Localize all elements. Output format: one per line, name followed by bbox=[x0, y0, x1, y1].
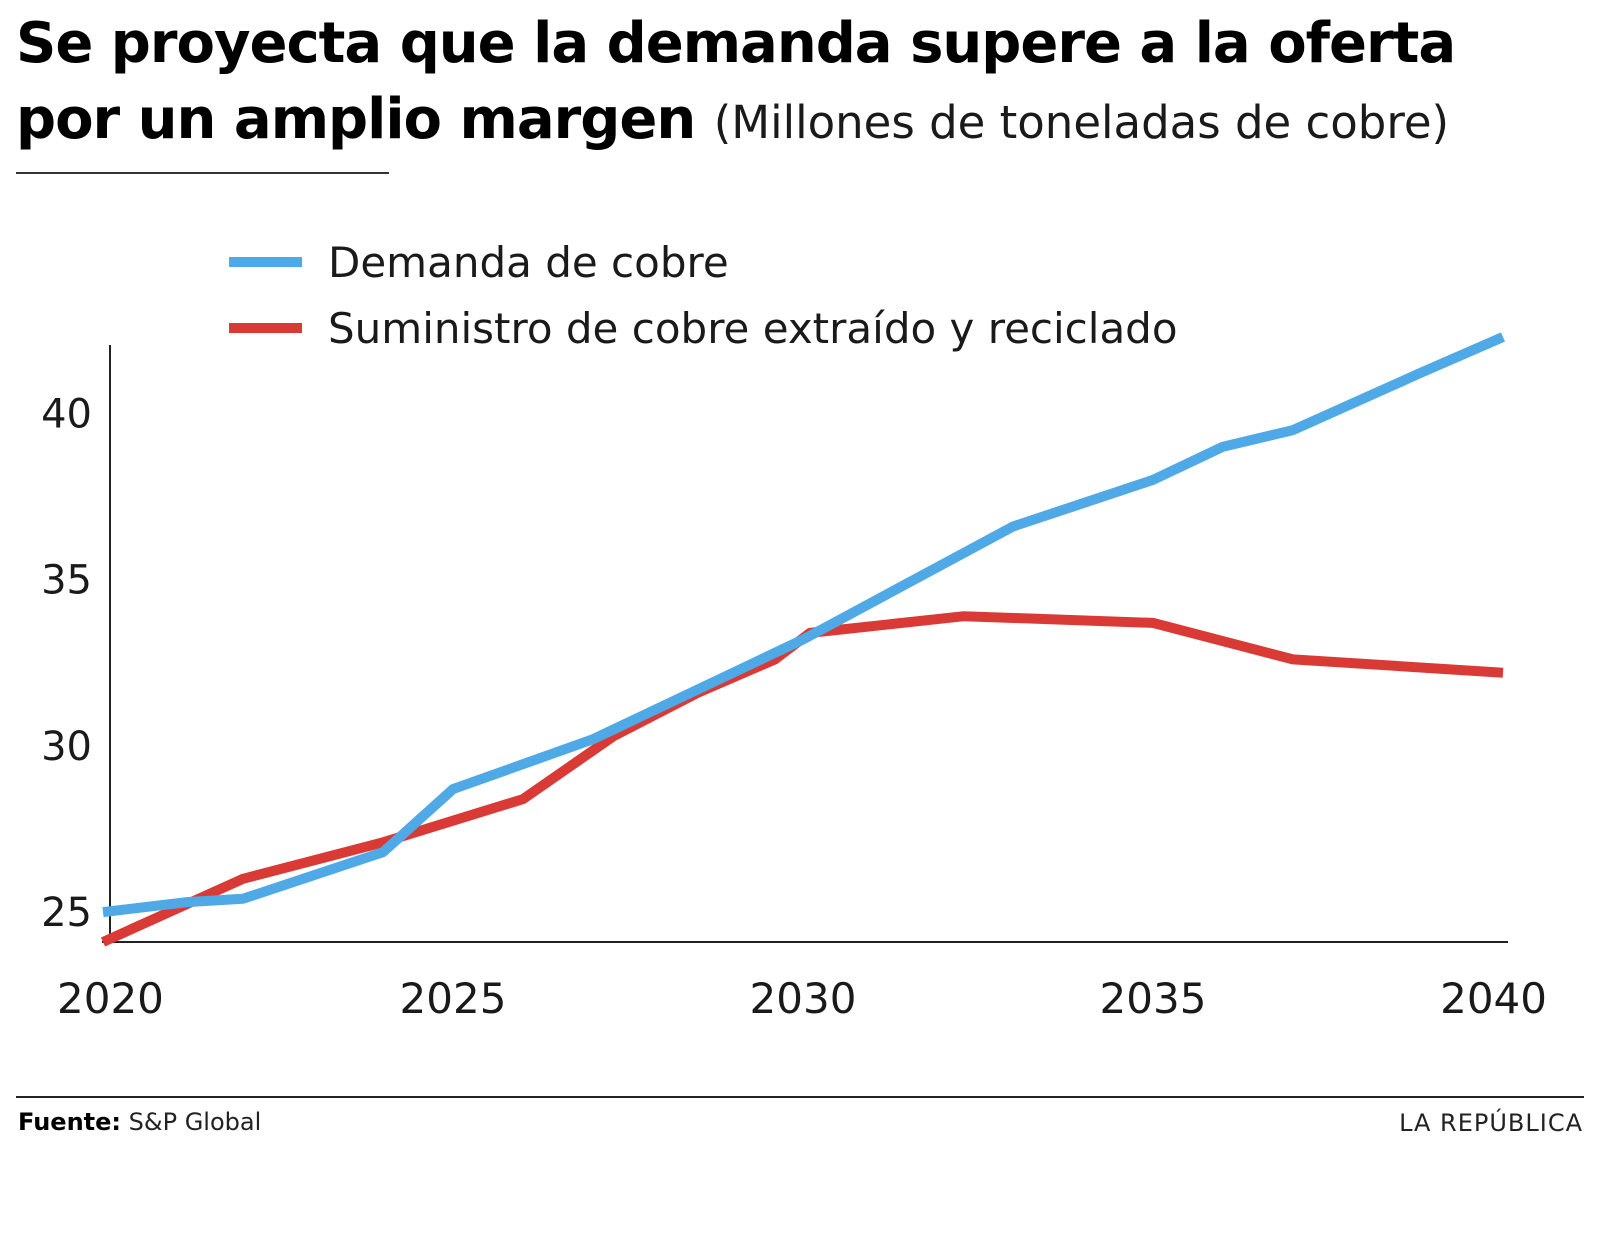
source-value: S&P Global bbox=[128, 1108, 262, 1136]
footer-divider bbox=[16, 1096, 1584, 1098]
legend-label: Suministro de cobre extraído y reciclado bbox=[328, 304, 1178, 353]
series-line-suministro bbox=[100, 611, 1504, 947]
series-line-demanda bbox=[102, 332, 1505, 918]
legend-label: Demanda de cobre bbox=[328, 238, 729, 287]
y-tick-label: 40 bbox=[41, 391, 92, 437]
brand-label: LA REPÚBLICA bbox=[1399, 1109, 1583, 1137]
y-tick-label: 25 bbox=[41, 890, 92, 936]
source-label: Fuente: bbox=[18, 1108, 121, 1136]
x-tick-label: 2020 bbox=[57, 974, 164, 1023]
y-tick-label: 35 bbox=[41, 558, 92, 604]
legend-swatch bbox=[229, 257, 302, 267]
legend: Demanda de cobre Suministro de cobre extr… bbox=[229, 238, 1178, 353]
series-layer bbox=[100, 332, 1505, 947]
axes: 25 30 35 40 2020 2025 2030 2035 2040 bbox=[41, 345, 1547, 1023]
y-tick-label: 30 bbox=[41, 724, 92, 770]
chart-title: Se proyecta que la demanda supere a la o… bbox=[16, 6, 1576, 161]
x-tick-label: 2030 bbox=[750, 974, 857, 1023]
chart-title-text: Se proyecta que la demanda supere a la o… bbox=[16, 11, 1456, 152]
x-tick-label: 2025 bbox=[400, 974, 507, 1023]
title-divider bbox=[16, 172, 389, 174]
source-note: Fuente: S&P Global bbox=[18, 1108, 261, 1136]
x-tick-label: 2040 bbox=[1440, 974, 1547, 1023]
x-tick-label: 2035 bbox=[1100, 974, 1207, 1023]
legend-swatch bbox=[229, 323, 302, 333]
chart-subtitle: (Millones de toneladas de cobre) bbox=[713, 96, 1450, 149]
title-block: Se proyecta que la demanda supere a la o… bbox=[16, 6, 1576, 161]
